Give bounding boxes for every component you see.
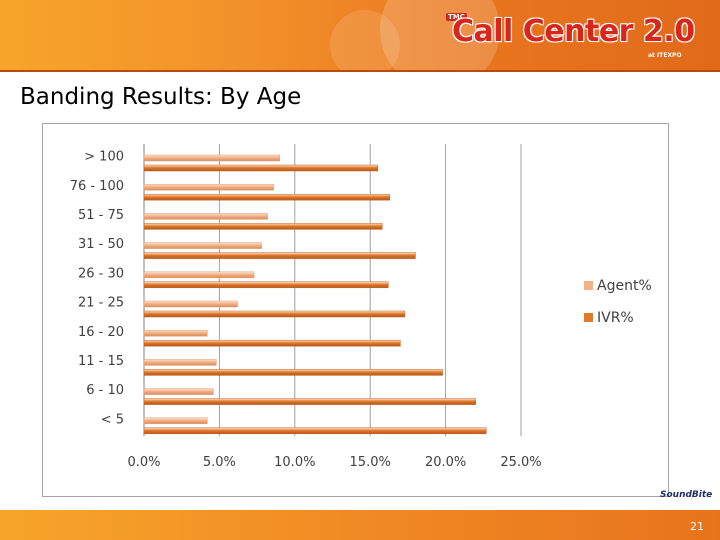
tmc-badge: TMC [446, 13, 467, 21]
bar-agent [143, 300, 238, 308]
x-tick-label: 10.0% [274, 455, 315, 470]
bar-ivr [143, 252, 416, 259]
bar-ivr [143, 427, 487, 435]
y-tick-label: 76 - 100 [70, 179, 124, 194]
slide-footer: 21 [0, 510, 720, 540]
bar-ivr [143, 369, 443, 376]
legend-label: Agent% [597, 278, 652, 294]
chart-x-tick-labels: 0.0% 5.0% 10.0% 15.0% 20.0% 25.0% [127, 455, 541, 470]
bar-ivr [143, 164, 378, 172]
bar-agent [143, 388, 214, 395]
legend-swatch-agent [584, 281, 593, 290]
y-tick-label: 16 - 20 [78, 325, 124, 340]
bar-ivr [143, 281, 389, 289]
header-swoosh-decoration [380, 0, 500, 70]
header-divider [0, 70, 720, 72]
bar-agent [143, 154, 280, 162]
x-tick-label: 25.0% [500, 455, 541, 470]
y-tick-label: > 100 [84, 150, 124, 165]
bar-agent [143, 359, 217, 366]
chart-y-tick-labels: > 100 76 - 100 51 - 75 31 - 50 26 - 30 21 - 2… [70, 150, 124, 428]
chart-bars [143, 154, 487, 435]
x-tick-label: 20.0% [425, 455, 466, 470]
y-tick-label: 21 - 25 [78, 296, 124, 311]
bar-agent [143, 417, 208, 425]
bar-ivr [143, 223, 383, 230]
call-center-logo: Call Center 2.0 [452, 14, 695, 49]
bar-agent [143, 183, 274, 191]
page-number: 21 [690, 520, 704, 533]
x-tick-label: 0.0% [127, 455, 160, 470]
slide-title: Banding Results: By Age [20, 84, 302, 110]
bar-agent [143, 329, 208, 337]
x-tick-label: 15.0% [350, 455, 391, 470]
header-swoosh-decoration-small [330, 10, 400, 70]
chart-legend: Agent% IVR% [584, 278, 652, 326]
bar-ivr [143, 339, 401, 347]
age-banding-chart: > 100 76 - 100 51 - 75 31 - 50 26 - 30 21 - 2… [70, 144, 652, 470]
legend-label: IVR% [597, 310, 634, 326]
y-tick-label: < 5 [101, 412, 124, 427]
chart-frame: > 100 76 - 100 51 - 75 31 - 50 26 - 30 21 - 2… [42, 123, 669, 497]
y-tick-label: 51 - 75 [78, 208, 124, 223]
y-tick-label: 26 - 30 [78, 266, 124, 281]
bar-ivr [143, 310, 406, 318]
y-tick-label: 6 - 10 [86, 383, 124, 398]
bar-ivr [143, 193, 391, 201]
logo-subtitle: at ITEXPO [648, 52, 682, 59]
y-tick-label: 11 - 15 [78, 354, 124, 369]
bar-agent [143, 242, 262, 249]
legend-swatch-ivr [584, 313, 593, 322]
bar-agent [143, 213, 268, 220]
chart-gridlines [143, 144, 522, 436]
bar-ivr [143, 398, 477, 405]
soundbite-logo: SoundBite [660, 490, 713, 500]
slide-header: TMC Call Center 2.0 at ITEXPO [0, 0, 720, 70]
y-tick-label: 31 - 50 [78, 237, 124, 252]
bar-agent [143, 271, 255, 279]
x-tick-label: 5.0% [203, 455, 236, 470]
